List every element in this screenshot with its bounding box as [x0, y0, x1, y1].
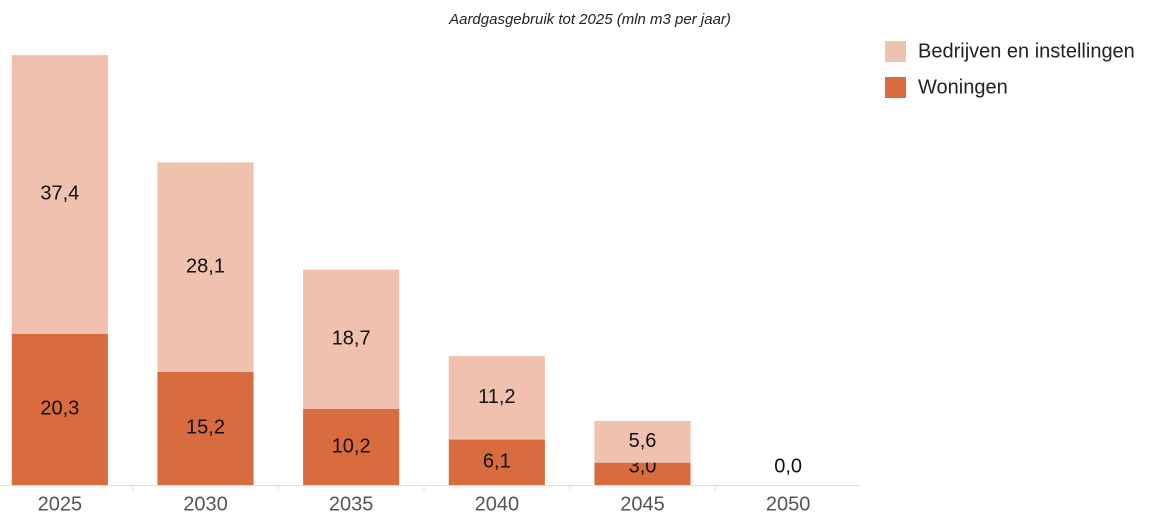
value-label: 6,1 [483, 451, 511, 473]
chart-title: Aardgasgebruik tot 2025 (mln m3 per jaar… [448, 11, 731, 28]
bar-segment [11, 55, 108, 334]
x-tick-label: 2040 [475, 493, 520, 514]
value-label: 18,7 [332, 328, 371, 350]
bar-segment [11, 333, 108, 485]
legend-label: Woningen [918, 76, 1008, 98]
x-tick-label: 2045 [620, 493, 665, 514]
x-tick-label: 2035 [329, 493, 374, 514]
bar-segment [157, 371, 254, 485]
legend-label: Bedrijven en instellingen [918, 40, 1135, 62]
x-tick-label: 2050 [766, 493, 811, 514]
legend-swatch [885, 41, 906, 62]
value-label: 37,4 [40, 183, 79, 205]
value-label: 28,1 [186, 255, 225, 277]
value-label: 20,3 [40, 398, 79, 420]
x-tick-label: 2030 [183, 493, 228, 514]
value-label: 11,2 [478, 386, 515, 408]
value-label: 15,2 [186, 417, 225, 439]
bar-segment [448, 356, 545, 440]
legend-swatch [885, 77, 906, 98]
bar-segment [303, 269, 400, 410]
value-label: 0,0 [774, 455, 802, 477]
x-tick-label: 2025 [38, 493, 83, 514]
bar-segment [594, 462, 691, 485]
value-label: 5,6 [629, 430, 657, 452]
bar-segment [594, 420, 691, 463]
bar-segment [157, 162, 254, 372]
bar-segment [303, 409, 400, 485]
bar-segment [448, 439, 545, 485]
value-label: 10,2 [332, 435, 371, 457]
